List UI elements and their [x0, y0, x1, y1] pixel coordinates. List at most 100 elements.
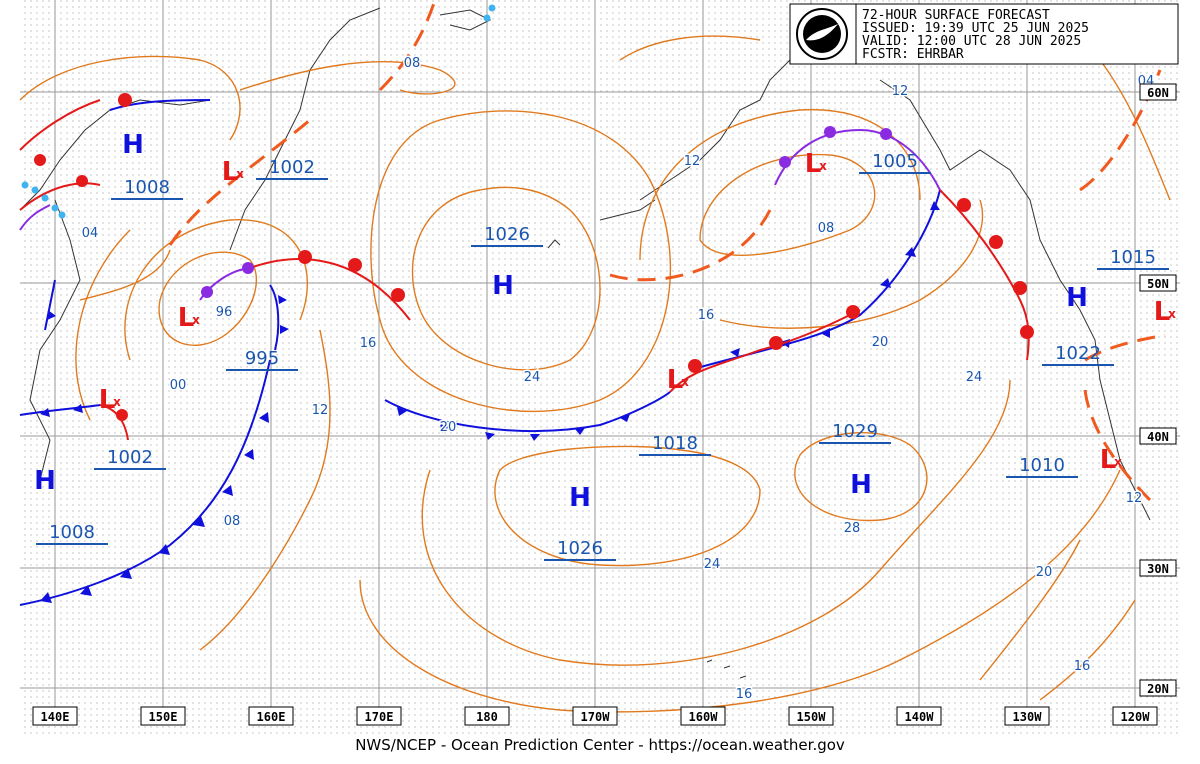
pressure-value: 1010 [1019, 455, 1065, 476]
longitude-label: 160W [689, 710, 719, 724]
pressure-value: 1008 [124, 177, 170, 198]
longitude-box [788, 706, 834, 726]
low-symbol: L [222, 157, 239, 187]
longitude-box [1112, 706, 1158, 726]
longitude-label: 170W [581, 710, 611, 724]
high-symbol: H [34, 466, 56, 496]
latitude-label: 60N [1147, 86, 1169, 100]
isobar-label: 12 [312, 403, 329, 418]
low-pressure-center: Lx 1005 [805, 149, 931, 179]
warm-front-bumps [34, 93, 1034, 421]
low-symbol: L [178, 303, 195, 333]
low-pressure-center: Lx 1018 [639, 365, 711, 456]
forecaster: FCSTR: EHRBAR [862, 47, 964, 62]
latitude-label: 30N [1147, 562, 1169, 576]
pressure-value: 1029 [832, 421, 878, 442]
isobar-label: 20 [872, 335, 889, 350]
issued-time: ISSUED: 19:39 UTC 25 JUN 2025 [862, 21, 1089, 36]
latitude-box [1139, 679, 1177, 697]
pressure-value: 1015 [1110, 247, 1156, 268]
high-pressure-center: H 1008 [34, 466, 108, 545]
latitude-box [1139, 274, 1177, 292]
valid-time: VALID: 12:00 UTC 28 JUN 2025 [862, 34, 1081, 49]
high-symbol: H [569, 483, 591, 513]
isobar-label: 16 [360, 336, 377, 351]
pressure-value: 1002 [269, 157, 315, 178]
longitude-label: 160E [257, 710, 286, 724]
latitude-box [1139, 427, 1177, 445]
longitude-box [356, 706, 402, 726]
high-symbol: H [492, 271, 514, 301]
low-symbol: L [1154, 297, 1171, 327]
high-pressure-center: H 1029 [819, 421, 891, 500]
low-center-x: x [1114, 455, 1122, 469]
low-symbol: L [1100, 445, 1117, 475]
latitude-label: 20N [1147, 682, 1169, 696]
latitude-box [1139, 83, 1177, 101]
low-center-x: x [236, 167, 244, 181]
low-center-x: x [819, 159, 827, 173]
isobar-label: 24 [704, 557, 721, 572]
longitude-label: 130W [1013, 710, 1043, 724]
isobar-label: 12 [892, 84, 909, 99]
header-box [789, 3, 1179, 65]
isobar-label: 20 [1036, 565, 1053, 580]
latitude-box [1139, 559, 1177, 577]
pressure-value: 995 [245, 348, 279, 369]
isobar-label: 04 [82, 226, 99, 241]
longitude-labels: 140E 150E 160E 170E 180 170W 160W 150W 140W 130W 1… [32, 706, 1158, 726]
latitude-labels: 60N 50N 40N 30N 20N [1139, 83, 1177, 697]
isobar-label: 12 [684, 154, 701, 169]
low-symbol: L [805, 149, 822, 179]
pressure-value: 1018 [652, 433, 698, 454]
isobar-label: 16 [736, 687, 753, 702]
longitude-box [896, 706, 942, 726]
pressure-value: 1026 [557, 538, 603, 559]
low-symbol: L [99, 385, 116, 415]
longitude-box [680, 706, 726, 726]
pressure-value: 1008 [49, 522, 95, 543]
low-center-x: x [681, 375, 689, 389]
low-center-x: x [192, 313, 200, 327]
footer-credit: NWS/NCEP - Ocean Prediction Center - htt… [0, 735, 1200, 764]
pressure-value: 1022 [1055, 343, 1101, 364]
low-center-x: x [113, 395, 121, 409]
high-pressure-center: H 1008 [111, 130, 183, 200]
low-pressure-center: Lx 995 [178, 303, 298, 371]
longitude-box [32, 706, 78, 726]
high-pressure-center: H 1015 [1066, 247, 1169, 313]
isobar-labels: 08 04 12 12 16 96 00 16 12 08 20 24 20 24 24 28 20 16 16 08… [80, 55, 1156, 704]
longitude-label: 180 [476, 710, 498, 724]
isobar-label: 28 [844, 521, 861, 536]
isobar-label: 24 [966, 370, 983, 385]
high-pressure-center: H 1026 [544, 483, 616, 561]
high-symbol: H [1066, 283, 1088, 313]
isobar-label: 24 [524, 370, 541, 385]
isobar-label: 08 [404, 56, 421, 71]
pressure-centers: H 1008 H 1026 H 1026 H 1029 H 1015 H 1008 Lx 1002 Lx 99… [34, 130, 1176, 561]
latitude-label: 40N [1147, 430, 1169, 444]
isobar-label: 16 [1074, 659, 1091, 674]
low-pressure-center: Lx 1010 [1006, 445, 1122, 478]
low-symbol: L [667, 365, 684, 395]
forecast-title: 72-HOUR SURFACE FORECAST [862, 8, 1050, 23]
pressure-value: 1026 [484, 224, 530, 245]
isobars [19, 35, 1171, 713]
longitude-box [464, 706, 510, 726]
occluded-front-marks [201, 126, 892, 298]
low-center-x: x [1168, 307, 1176, 321]
longitude-box [140, 706, 186, 726]
high-symbol: H [122, 130, 144, 160]
isobar-label: 16 [698, 308, 715, 323]
longitude-box [248, 706, 294, 726]
isobar-label: 12 [1126, 491, 1143, 506]
precip-dots [21, 4, 496, 219]
latitude-label: 50N [1147, 277, 1169, 291]
pressure-value: 1002 [107, 447, 153, 468]
isobar-label: 00 [170, 378, 187, 393]
longitude-label: 170E [365, 710, 394, 724]
isobar-label: 08 [818, 221, 835, 236]
longitude-label: 150W [797, 710, 827, 724]
dotted-background [20, 0, 1180, 735]
